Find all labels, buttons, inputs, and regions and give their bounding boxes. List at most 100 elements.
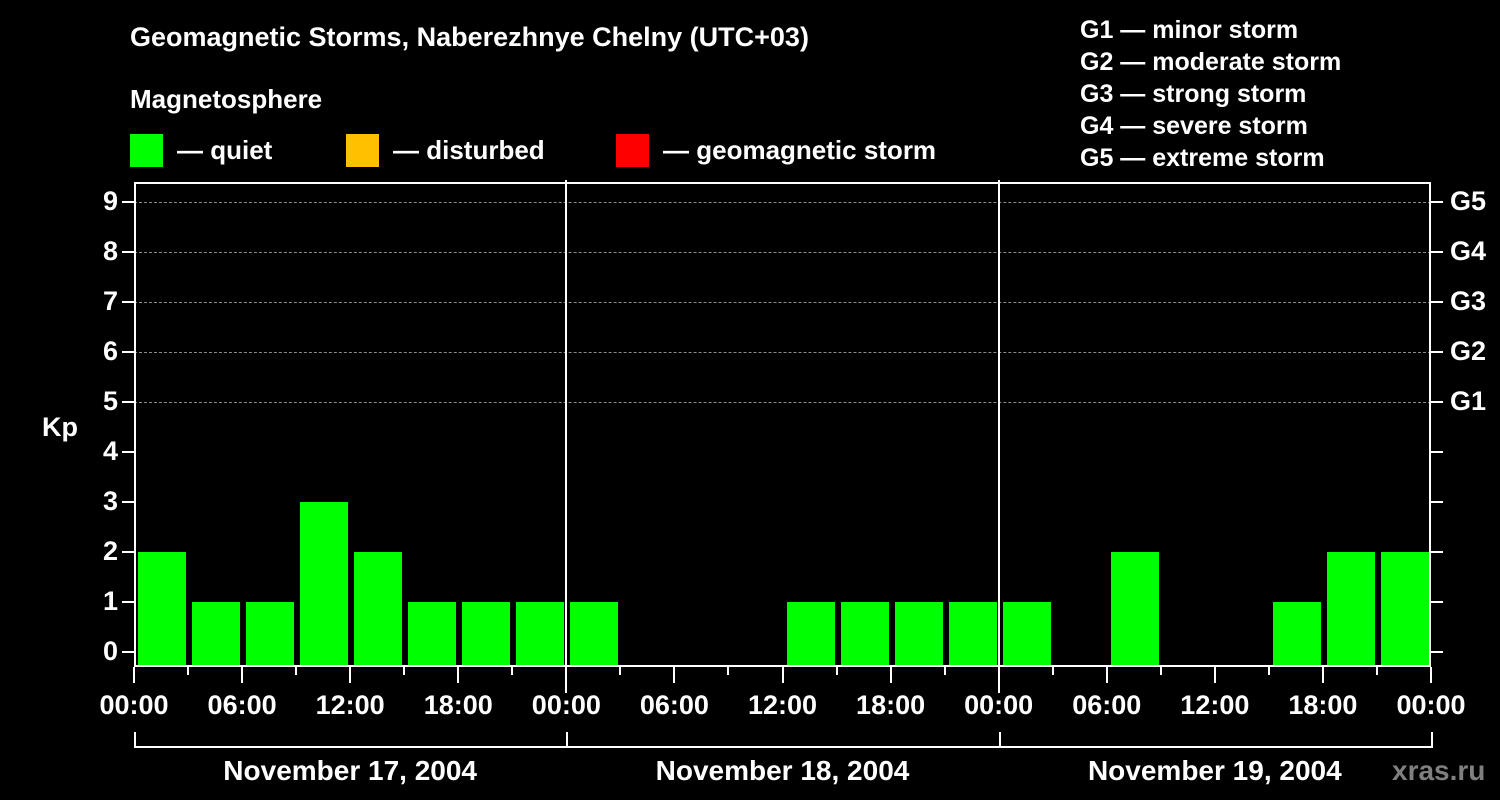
y-tick-label: 5 — [102, 386, 118, 416]
y-tick-right — [1431, 651, 1443, 653]
x-tick-label: 18:00 — [423, 690, 493, 720]
x-tick — [997, 667, 1000, 683]
storm-scale-legend: G1 — minor storm G2 — moderate storm G3 … — [1080, 14, 1341, 174]
y-tick-right — [1431, 401, 1443, 403]
chart-subtitle: Magnetosphere — [130, 84, 323, 114]
g-scale-label: G4 — [1450, 236, 1487, 266]
y-tick-left — [122, 301, 134, 303]
y-tick-right — [1431, 451, 1443, 453]
y-tick-label: 0 — [102, 636, 118, 666]
kp-bar — [408, 602, 457, 667]
x-tick — [1159, 667, 1162, 675]
x-tick-label: 06:00 — [639, 690, 709, 720]
storm-scale-g5: G5 — extreme storm — [1080, 144, 1325, 172]
day-label: November 18, 2004 — [655, 755, 910, 786]
y-tick-left — [122, 551, 134, 553]
x-tick — [943, 667, 946, 675]
kp-bar — [1272, 602, 1321, 667]
y-tick-left — [122, 601, 134, 603]
y-tick-left — [122, 351, 134, 353]
storm-scale-g1: G1 — minor storm — [1080, 16, 1299, 44]
x-tick-label: 06:00 — [1072, 690, 1142, 720]
x-tick-label: 12:00 — [747, 690, 818, 720]
y-tick-label: 6 — [102, 336, 118, 366]
y-tick-right — [1431, 351, 1443, 353]
x-tick — [781, 667, 784, 683]
day-label: November 17, 2004 — [223, 755, 478, 786]
g-scale-label: G5 — [1450, 186, 1487, 216]
x-tick — [835, 667, 838, 675]
x-tick — [457, 667, 460, 683]
x-tick — [727, 667, 730, 675]
y-tick-right — [1431, 251, 1443, 253]
y-tick-left — [122, 251, 134, 253]
kp-bar — [246, 602, 295, 667]
y-tick-left — [122, 401, 134, 403]
gridline — [134, 252, 1431, 253]
g-scale-label: G3 — [1450, 286, 1487, 316]
x-tick-label: 12:00 — [1180, 690, 1250, 720]
quiet-swatch-icon — [130, 134, 163, 167]
storm-scale-g4: G4 — severe storm — [1080, 112, 1308, 140]
y-tick-right — [1431, 301, 1443, 303]
day-separator — [565, 180, 568, 693]
g-scale-label: G2 — [1450, 336, 1487, 366]
gridline — [134, 202, 1431, 203]
legend-storm-label: — geomagnetic storm — [663, 135, 937, 165]
x-tick — [511, 667, 514, 675]
gridline — [134, 302, 1431, 303]
legend-quiet-label: — quiet — [177, 135, 273, 165]
y-tick-label: 3 — [102, 486, 118, 516]
y-tick-right — [1431, 601, 1443, 603]
x-tick — [1375, 667, 1378, 675]
y-tick-left — [122, 651, 134, 653]
legend-storm: — geomagnetic storm — [616, 134, 936, 167]
y-tick-left — [122, 451, 134, 453]
y-tick-label: 1 — [102, 586, 118, 616]
x-tick — [133, 667, 135, 683]
y-tick-label: 7 — [102, 286, 118, 316]
kp-bar — [462, 602, 511, 667]
legend-quiet: — quiet — [130, 134, 272, 167]
kp-bar — [948, 602, 997, 667]
x-tick — [1430, 667, 1432, 683]
kp-bar — [138, 552, 187, 667]
kp-bar — [894, 602, 943, 667]
kp-bar — [516, 602, 565, 667]
y-tick-label: 8 — [102, 236, 118, 266]
x-tick — [241, 667, 244, 683]
x-tick — [889, 667, 892, 683]
y-tick-label: 4 — [102, 436, 118, 466]
day-bracket — [134, 732, 569, 748]
x-tick — [403, 667, 406, 675]
x-tick-label: 00:00 — [1396, 690, 1466, 720]
kp-bar — [1002, 602, 1051, 667]
x-tick-label: 18:00 — [1288, 690, 1358, 720]
kp-bar — [300, 502, 349, 667]
day-label: November 19, 2004 — [1087, 755, 1342, 786]
x-tick-label: 00:00 — [99, 690, 169, 720]
x-tick — [565, 667, 568, 683]
x-tick — [1051, 667, 1054, 675]
x-tick — [673, 667, 676, 683]
storm-swatch-icon — [616, 134, 649, 167]
g-scale-label: G1 — [1450, 386, 1487, 416]
x-tick-label: 18:00 — [856, 690, 926, 720]
kp-bar — [1380, 552, 1429, 667]
x-tick — [1267, 667, 1270, 675]
y-tick-right — [1431, 501, 1443, 503]
storm-scale-g3: G3 — strong storm — [1080, 80, 1307, 108]
y-axis-label: Kp — [42, 412, 78, 442]
x-tick — [295, 667, 298, 675]
chart-title: Geomagnetic Storms, Naberezhnye Chelny (… — [130, 22, 809, 52]
kp-bar — [354, 552, 403, 667]
kp-bar — [840, 602, 889, 667]
kp-bar — [570, 602, 619, 667]
kp-bar — [1326, 552, 1375, 667]
storm-scale-g2: G2 — moderate storm — [1080, 48, 1342, 76]
day-bracket — [998, 732, 1433, 748]
x-tick — [349, 667, 352, 683]
y-tick-right — [1431, 551, 1443, 553]
x-tick — [187, 667, 190, 675]
gridline — [134, 352, 1431, 353]
